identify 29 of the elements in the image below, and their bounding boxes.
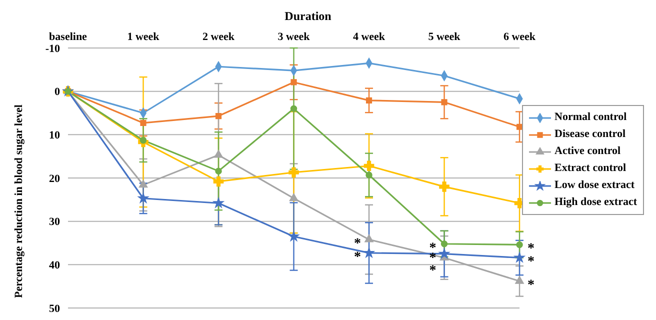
y-tick-label: 0 (54, 86, 60, 98)
x-tick-label: 6 week (503, 31, 536, 43)
x-tick-label: baseline (49, 31, 88, 43)
annotation: * (528, 242, 535, 257)
annotation: * (528, 278, 535, 294)
legend-label: High dose extract (554, 195, 637, 210)
x-tick-label: 5 week (428, 31, 462, 43)
legend-label: Disease control (554, 127, 626, 142)
x-tick-label: 3 week (278, 31, 311, 43)
annotation: * (354, 236, 362, 252)
legend-label: Normal control (554, 110, 627, 125)
y-tick-label: 20 (49, 172, 60, 185)
chart-title: Duration (284, 9, 332, 23)
y-tick-label: 50 (49, 302, 60, 315)
y-tick-label: 10 (49, 130, 60, 142)
annotation: * (429, 250, 436, 266)
y-axis-title: Percentage reduction in blood sugar level (12, 104, 25, 298)
y-tick-label: 40 (49, 260, 60, 272)
annotation: * (354, 250, 362, 265)
x-tick-label: 4 week (352, 31, 386, 43)
annotation: * (528, 254, 535, 270)
x-tick-label: 1 week (127, 31, 160, 43)
legend-label: Extract control (554, 161, 626, 176)
legend-label: Active control (554, 144, 621, 159)
annotation: * (429, 264, 436, 279)
y-tick-label: 30 (49, 216, 60, 228)
legend-label: Low dose extract (554, 178, 635, 193)
y-tick-label: -10 (45, 42, 60, 55)
x-tick-label: 2 week (202, 31, 236, 43)
